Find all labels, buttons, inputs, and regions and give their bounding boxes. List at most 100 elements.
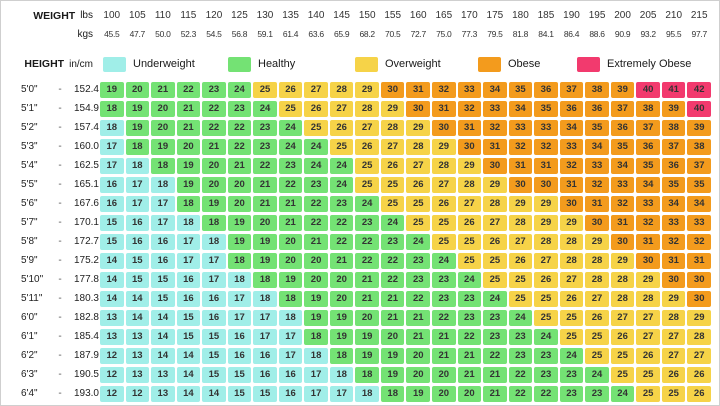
bmi-cell: 20 [151, 100, 175, 117]
bmi-cell: 25 [457, 233, 482, 250]
bmi-cell: 40 [636, 81, 660, 98]
lbs-value: 145 [333, 10, 350, 21]
bmi-cell: 21 [380, 290, 405, 307]
kgs-value: 59.1 [257, 29, 273, 39]
bmi-cell: 12 [100, 385, 124, 402]
height-cm: 187.9 [73, 350, 99, 361]
height-ftin: 5'2" [21, 122, 38, 133]
bmi-cell: 31 [661, 252, 686, 269]
bmi-cell: 21 [457, 366, 482, 383]
bmi-cell: 14 [176, 385, 201, 402]
bmi-cell: 19 [227, 233, 252, 250]
bmi-cell: 18 [125, 138, 150, 155]
bmi-cell: 25 [329, 138, 354, 155]
bmi-cell: 16 [202, 309, 226, 326]
bmi-cell: 21 [176, 119, 201, 136]
bmi-cell: 15 [227, 366, 252, 383]
bmi-cell: 32 [559, 157, 584, 174]
kgs-value: 79.5 [487, 29, 503, 39]
bmi-cell: 32 [585, 176, 609, 193]
legend-item-underweight: Underweight [103, 55, 195, 73]
bmi-cell: 22 [432, 309, 456, 326]
height-row-label: 6'1" -185.4 [1, 331, 99, 342]
height-ftin: 5'7" [21, 217, 38, 228]
bmi-cell: 18 [202, 233, 226, 250]
bmi-cell: 29 [687, 309, 711, 326]
bmi-cell: 37 [610, 100, 635, 117]
bmi-cell: 14 [151, 309, 175, 326]
bmi-cell: 29 [380, 100, 405, 117]
height-separator: - [58, 350, 62, 361]
bmi-cell: 15 [125, 252, 150, 269]
bmi-cell: 24 [508, 309, 533, 326]
bmi-cell: 25 [534, 290, 558, 307]
bmi-cell: 37 [636, 119, 660, 136]
height-row: 6'1" -185.4 13 13 14 15 15 16 17 17 18 19 19 20 21 21 22… [1, 327, 719, 346]
bmi-cell: 26 [483, 233, 507, 250]
bmi-cell: 32 [636, 214, 660, 231]
bmi-row-grid: 15 16 16 17 18 19 19 20 21 22 22 23 24 25 25 26 27 28 28 29… [99, 233, 712, 250]
bmi-cell: 18 [253, 290, 277, 307]
bmi-cell: 22 [457, 328, 482, 345]
legend-swatch [355, 56, 378, 72]
bmi-cell: 25 [432, 233, 456, 250]
bmi-cell: 33 [610, 176, 635, 193]
bmi-cell: 24 [278, 138, 303, 155]
bmi-cell: 36 [585, 100, 609, 117]
bmi-cell: 25 [380, 195, 405, 212]
bmi-cell: 21 [483, 366, 507, 383]
bmi-cell: 22 [202, 119, 226, 136]
bmi-cell: 23 [432, 290, 456, 307]
bmi-cell: 24 [329, 157, 354, 174]
bmi-cell: 40 [687, 100, 711, 117]
legend-swatch [228, 56, 251, 72]
height-cm: 162.5 [73, 160, 99, 171]
bmi-cell: 24 [585, 366, 609, 383]
bmi-cell: 16 [227, 328, 252, 345]
height-row: 6'4" -193.0 12 12 13 14 14 15 15 16 17 17 18 18 19 20 20… [1, 384, 719, 403]
bmi-cell: 17 [151, 195, 175, 212]
bmi-cell: 31 [508, 157, 533, 174]
bmi-cell: 26 [687, 385, 711, 402]
height-separator: - [58, 274, 62, 285]
bmi-cell: 23 [202, 81, 226, 98]
bmi-cell: 21 [253, 195, 277, 212]
height-ftin: 5'5" [21, 179, 38, 190]
bmi-cell: 25 [661, 385, 686, 402]
height-row: 6'3" -190.5 12 13 13 14 15 15 16 16 17 18 18 19 20 20 21… [1, 365, 719, 384]
bmi-cell: 25 [508, 290, 533, 307]
bmi-cell: 27 [661, 328, 686, 345]
bmi-cell: 29 [610, 252, 635, 269]
bmi-cell: 16 [202, 290, 226, 307]
bmi-cell: 29 [432, 138, 456, 155]
bmi-cell: 28 [483, 195, 507, 212]
bmi-cell: 23 [278, 157, 303, 174]
bmi-cell: 15 [151, 290, 175, 307]
bmi-cell: 20 [176, 138, 201, 155]
bmi-cell: 19 [100, 81, 124, 98]
bmi-cell: 29 [559, 214, 584, 231]
bmi-cell: 19 [125, 119, 150, 136]
bmi-cell: 17 [227, 290, 252, 307]
bmi-cell: 26 [304, 100, 328, 117]
bmi-cell: 32 [457, 100, 482, 117]
bmi-cell: 18 [253, 271, 277, 288]
bmi-cell: 15 [227, 385, 252, 402]
bmi-cell: 21 [432, 347, 456, 364]
bmi-row-grid: 18 19 20 21 22 23 24 25 26 27 28 29 30 31 32 33 34 35 36 36… [99, 100, 712, 117]
bmi-cell: 35 [610, 138, 635, 155]
height-ftin: 6'0" [21, 312, 38, 323]
height-row-label: 5'7" -170.1 [1, 217, 99, 228]
legend-label: Overweight [385, 58, 441, 70]
height-cm: 193.0 [73, 388, 99, 399]
height-row: 6'2" -187.9 12 13 14 14 15 16 16 17 18 18 19 19 20 21 21… [1, 346, 719, 365]
bmi-cell: 13 [151, 366, 175, 383]
kgs-grid: 45.5 47.7 50.0 52.3 54.5 56.8 59.1 61.4 63.6 65.9… [99, 29, 712, 39]
bmi-cell: 28 [508, 214, 533, 231]
height-separator: - [58, 293, 62, 304]
bmi-cell: 34 [483, 81, 507, 98]
height-separator: - [58, 179, 62, 190]
bmi-cell: 31 [483, 138, 507, 155]
bmi-cell: 14 [151, 347, 175, 364]
